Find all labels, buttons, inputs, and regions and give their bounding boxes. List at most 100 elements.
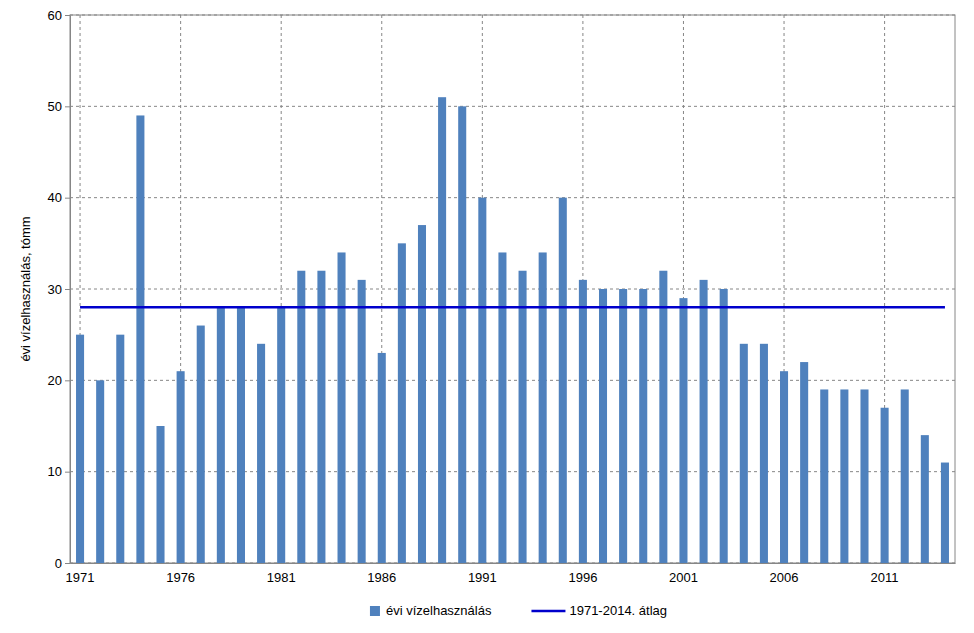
x-tick: 1976 (166, 563, 195, 585)
bar (418, 225, 426, 563)
y-tick-label: 10 (48, 464, 62, 479)
bar (921, 435, 929, 563)
x-tick: 1981 (267, 563, 296, 585)
x-axis-line (71, 563, 956, 564)
bar (559, 198, 567, 563)
bar (740, 344, 748, 563)
bar (177, 371, 185, 563)
legend-swatch (370, 606, 380, 616)
x-tick: 2011 (871, 563, 899, 585)
y-tick-mark (65, 15, 70, 16)
grid-line-y (70, 106, 955, 107)
bar (700, 280, 708, 563)
y-tick: 30 (48, 282, 70, 297)
y-tick-mark (65, 106, 70, 107)
x-tick: 2001 (669, 563, 698, 585)
x-tick: 1971 (66, 563, 95, 585)
bar-series (76, 97, 949, 563)
bar (438, 97, 446, 563)
bar (820, 389, 828, 563)
grid-line-y (70, 197, 955, 198)
bar (519, 271, 527, 563)
bar (217, 307, 225, 563)
bar (539, 252, 547, 563)
bar (579, 280, 587, 563)
x-tick: 1986 (367, 563, 396, 585)
bar (116, 335, 124, 563)
bar (679, 298, 687, 563)
bar (780, 371, 788, 563)
bar (659, 271, 667, 563)
y-axis: 0 10 20 30 40 50 60 (48, 8, 71, 571)
y-tick: 50 (48, 99, 70, 114)
legend-label: évi vízelhasználás (386, 603, 492, 618)
x-tick: 1996 (568, 563, 597, 585)
bar (237, 307, 245, 563)
legend-item: évi vízelhasználás (370, 603, 492, 618)
line (80, 306, 945, 309)
bar (619, 289, 627, 563)
bar (478, 198, 486, 563)
bar (257, 344, 265, 563)
x-tick: 1991 (468, 563, 497, 585)
y-tick: 40 (48, 190, 70, 205)
y-tick-mark (65, 563, 70, 564)
x-tick-label: 2006 (770, 570, 799, 585)
plot-frame (70, 15, 955, 563)
y-tick: 20 (48, 373, 70, 388)
bar (639, 289, 647, 563)
y-tick: 10 (48, 464, 70, 479)
bar (941, 463, 949, 563)
chart: 0 10 20 30 40 50 60 1971 1976 1981 1986 1991 1996 200… (0, 0, 974, 633)
y-tick-mark (65, 289, 70, 290)
bar (358, 280, 366, 563)
bar (720, 289, 728, 563)
bar (156, 426, 164, 563)
bar (136, 115, 144, 563)
bar (458, 106, 466, 563)
x-axis: 1971 1976 1981 1986 1991 1996 2001 2006 2011 (66, 563, 956, 585)
bar (840, 389, 848, 563)
x-tick-label: 1991 (468, 570, 497, 585)
bar (398, 243, 406, 563)
x-tick-label: 2001 (669, 570, 698, 585)
legend-swatch (531, 610, 565, 613)
y-tick-mark (65, 472, 70, 473)
grid (70, 15, 955, 563)
y-tick-label: 50 (48, 99, 62, 114)
x-tick-label: 1996 (568, 570, 597, 585)
legend-item: 1971-2014. átlag (531, 603, 667, 618)
plot: 0 10 20 30 40 50 60 1971 1976 1981 1986 1991 1996 200… (48, 8, 956, 585)
y-axis-line (70, 16, 71, 564)
bar (599, 289, 607, 563)
bar (760, 344, 768, 563)
bar (338, 252, 346, 563)
grid-line-y (70, 15, 955, 16)
bar (317, 271, 325, 563)
marks (76, 97, 949, 563)
y-tick-label: 30 (48, 282, 62, 297)
y-tick-label: 40 (48, 190, 62, 205)
bar (277, 307, 285, 563)
bar (197, 326, 205, 563)
bar (881, 408, 889, 563)
y-tick-label: 0 (55, 556, 62, 571)
legend: évi vízelhasználás 1971-2014. átlag (370, 603, 667, 618)
x-tick-label: 1981 (267, 570, 296, 585)
y-axis-title: évi vízelhasználás, tómm (18, 216, 33, 361)
y-tick-mark (65, 198, 70, 199)
y-tick: 0 (55, 556, 70, 571)
bar (901, 389, 909, 563)
bar (297, 271, 305, 563)
bar (378, 353, 386, 563)
bar (76, 335, 84, 563)
legend-label: 1971-2014. átlag (569, 603, 667, 618)
x-tick-label: 2011 (871, 570, 899, 585)
y-tick-label: 60 (48, 8, 62, 23)
bar (498, 252, 506, 563)
x-tick: 2006 (770, 563, 799, 585)
bar (860, 389, 868, 563)
x-tick-label: 1971 (66, 570, 95, 585)
bar (800, 362, 808, 563)
grid-line-y (70, 289, 955, 290)
